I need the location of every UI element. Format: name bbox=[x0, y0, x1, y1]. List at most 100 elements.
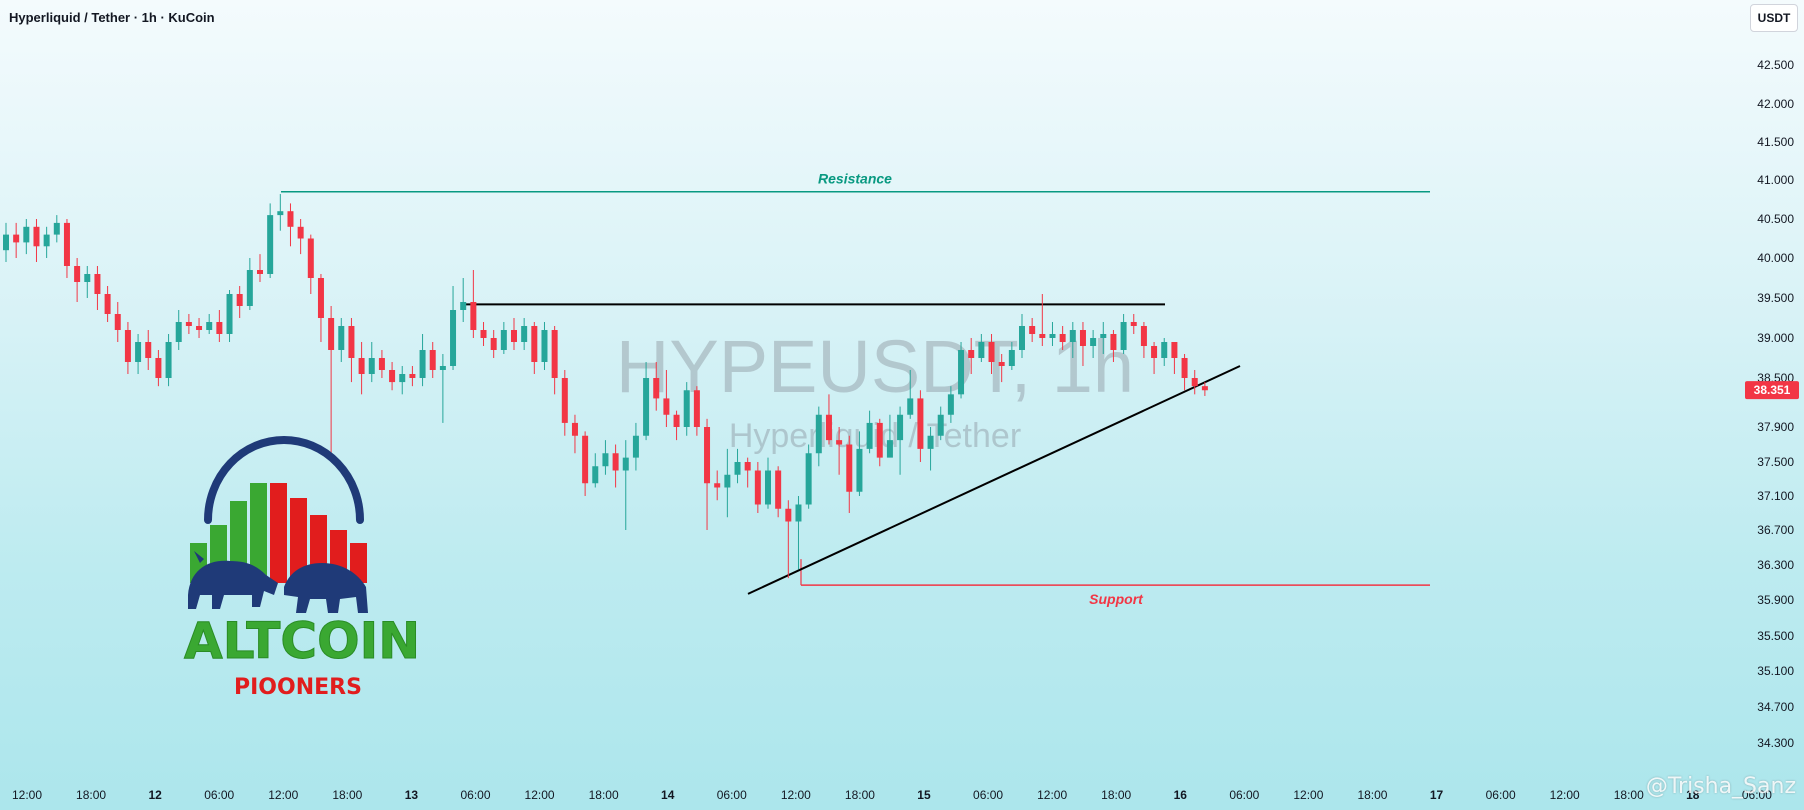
x-tick-label: 06:00 bbox=[1486, 788, 1516, 802]
y-tick-label: 40.500 bbox=[1757, 212, 1794, 226]
candle-body bbox=[409, 374, 416, 378]
candle-body bbox=[419, 350, 426, 378]
candle-body bbox=[785, 508, 792, 522]
candle-body bbox=[825, 414, 832, 441]
candle-body bbox=[348, 326, 355, 358]
candle-body bbox=[155, 358, 162, 378]
candle-body bbox=[226, 294, 233, 334]
candle-body bbox=[358, 358, 365, 374]
y-tick-label: 35.900 bbox=[1757, 593, 1794, 607]
x-tick-label: 18:00 bbox=[1357, 788, 1387, 802]
candle-body bbox=[917, 398, 924, 449]
candle-body bbox=[1049, 334, 1056, 338]
name-watermark: Hyperliquid / Tether bbox=[729, 417, 1021, 455]
y-tick-label: 39.500 bbox=[1757, 291, 1794, 305]
candle-body bbox=[805, 453, 812, 505]
x-tick-label: 18:00 bbox=[76, 788, 106, 802]
x-tick-label: 06:00 bbox=[973, 788, 1003, 802]
candle-body bbox=[1059, 334, 1066, 342]
x-tick-label: 18:00 bbox=[332, 788, 362, 802]
x-tick-label: 18:00 bbox=[589, 788, 619, 802]
candle-body bbox=[714, 483, 721, 488]
candle-body bbox=[297, 226, 304, 239]
candle-body bbox=[602, 453, 609, 467]
x-tick-label: 06:00 bbox=[204, 788, 234, 802]
candle-body bbox=[53, 222, 60, 235]
candle-body bbox=[1151, 346, 1158, 358]
candle-body bbox=[693, 390, 700, 427]
x-tick-label: 17 bbox=[1430, 788, 1444, 802]
candle-body bbox=[643, 378, 650, 436]
y-tick-label: 40.000 bbox=[1757, 251, 1794, 265]
candle-body bbox=[317, 278, 324, 318]
x-tick-label: 12:00 bbox=[525, 788, 555, 802]
y-tick-label: 37.500 bbox=[1757, 455, 1794, 469]
candle-body bbox=[592, 466, 599, 484]
symbol-watermark: HYPEUSDT, 1h bbox=[616, 325, 1134, 408]
candle-body bbox=[470, 302, 477, 330]
y-tick-label: 35.500 bbox=[1757, 629, 1794, 643]
candle-body bbox=[1069, 330, 1076, 342]
candle-body bbox=[907, 398, 914, 415]
candle-body bbox=[257, 270, 263, 274]
candle-body bbox=[206, 322, 213, 330]
candle-body bbox=[765, 470, 771, 505]
candle-body bbox=[399, 374, 406, 383]
x-tick-label: 13 bbox=[405, 788, 419, 802]
chart-title: Hyperliquid / Tether · 1h · KuCoin bbox=[9, 10, 215, 25]
candle-body bbox=[754, 470, 761, 505]
candle-body bbox=[998, 362, 1005, 366]
x-tick-label: 12:00 bbox=[1293, 788, 1323, 802]
y-tick-label: 36.300 bbox=[1757, 558, 1794, 572]
x-tick-label: 14 bbox=[661, 788, 675, 802]
candle-body bbox=[988, 342, 995, 362]
candle-body bbox=[663, 398, 670, 415]
candle-body bbox=[124, 330, 131, 362]
candle-body bbox=[846, 444, 853, 492]
candle-body bbox=[23, 226, 30, 243]
last-price-label: 38.351 bbox=[1754, 383, 1791, 397]
candle-body bbox=[704, 427, 711, 484]
candle-body bbox=[175, 322, 182, 342]
candle-body bbox=[145, 342, 152, 358]
x-tick-label: 15 bbox=[917, 788, 931, 802]
candle-body bbox=[135, 342, 142, 362]
last-price-badge bbox=[1745, 381, 1799, 400]
credit-watermark: @Trisha_Sanz bbox=[1645, 774, 1796, 799]
candle-body bbox=[1029, 326, 1036, 334]
y-tick-label: 41.000 bbox=[1757, 173, 1794, 187]
y-tick-label: 42.000 bbox=[1757, 97, 1794, 111]
support-label: Support bbox=[1089, 591, 1144, 607]
candle-body bbox=[836, 440, 843, 445]
candle-body bbox=[185, 322, 192, 326]
x-tick-label: 12 bbox=[148, 788, 162, 802]
y-tick-label: 36.700 bbox=[1757, 523, 1794, 537]
x-tick-label: 12:00 bbox=[12, 788, 42, 802]
candle-body bbox=[114, 314, 121, 330]
candle-body bbox=[450, 310, 457, 366]
candle-body bbox=[439, 366, 446, 370]
x-tick-label: 18:00 bbox=[1101, 788, 1131, 802]
candle-body bbox=[84, 274, 91, 282]
x-tick-label: 06:00 bbox=[460, 788, 490, 802]
currency-button[interactable]: USDT bbox=[1750, 4, 1798, 32]
candle-body bbox=[236, 294, 243, 306]
candle-body bbox=[673, 414, 680, 427]
candle-body bbox=[277, 211, 284, 216]
candle-body bbox=[1019, 326, 1025, 350]
candle-body bbox=[1181, 358, 1188, 378]
candle-body bbox=[165, 342, 172, 378]
candle-body bbox=[897, 414, 904, 441]
candle-body bbox=[734, 462, 741, 475]
candle-body bbox=[1079, 330, 1086, 346]
candle-body bbox=[632, 435, 639, 458]
candle-body bbox=[815, 414, 822, 454]
candle-body bbox=[775, 470, 782, 509]
resistance-label: Resistance bbox=[818, 171, 892, 187]
candle-body bbox=[460, 302, 467, 310]
candle-body bbox=[937, 414, 944, 436]
y-tick-label: 41.500 bbox=[1757, 135, 1794, 149]
x-tick-label: 12:00 bbox=[1550, 788, 1580, 802]
y-tick-label: 37.100 bbox=[1757, 489, 1794, 503]
